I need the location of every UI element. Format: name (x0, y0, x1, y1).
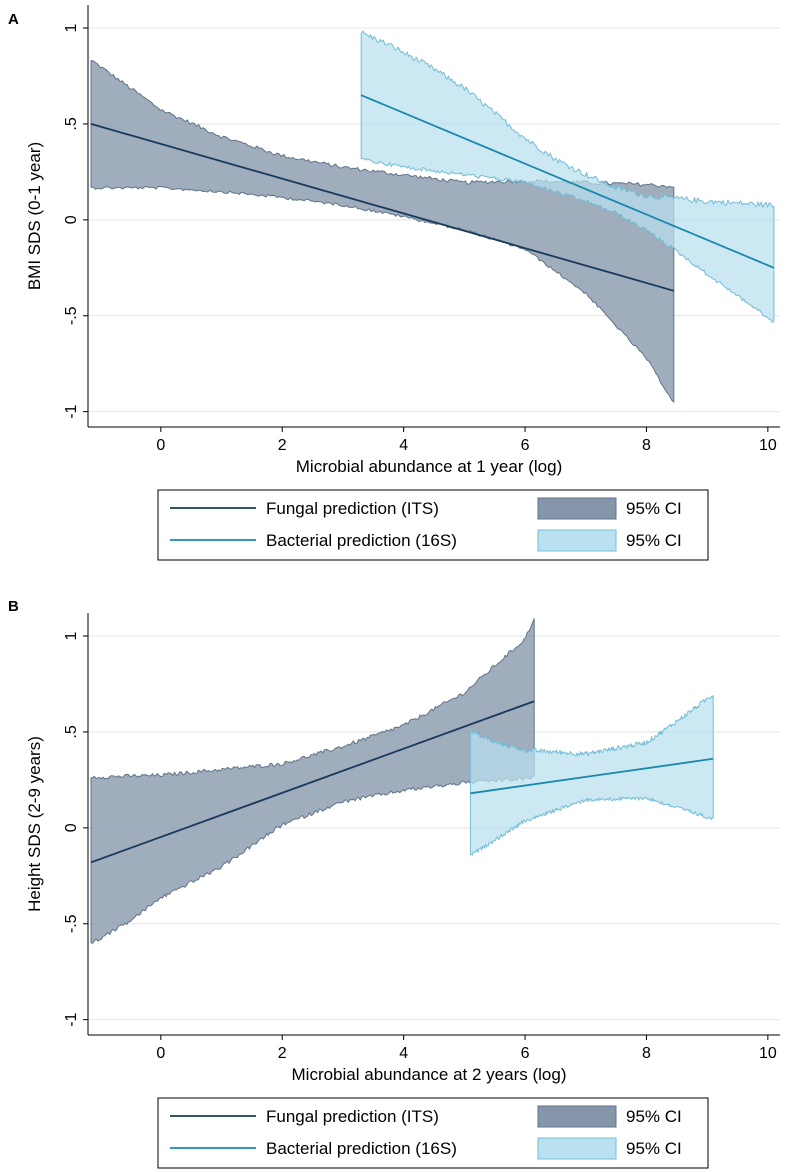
x-tick-label: 10 (759, 1045, 777, 1062)
panel-label: B (8, 598, 19, 615)
y-tick-label: -1 (63, 404, 80, 418)
x-tick-label: 10 (759, 437, 777, 454)
y-tick-label: .5 (63, 725, 80, 738)
y-tick-label: 1 (63, 23, 80, 32)
bacterial-prediction-line (360, 94, 775, 269)
x-axis-label: Microbial abundance at 1 year (log) (296, 457, 562, 476)
y-tick-label: -1 (63, 1012, 80, 1026)
legend-key-bacterial-band (537, 1137, 617, 1160)
legend-key-fungal-band (537, 497, 617, 520)
y-axis-label: BMI SDS (0-1 year) (25, 142, 44, 290)
x-tick-label: 8 (642, 437, 651, 454)
x-tick-label: 6 (521, 437, 530, 454)
legend: Fungal prediction (ITS) 95% CI Bacterial p… (157, 1097, 709, 1169)
panel-label: A (8, 11, 19, 28)
legend-label: 95% CI (626, 1107, 682, 1126)
fungal-prediction-line (90, 700, 535, 864)
legend-key-bacterial-band (537, 529, 617, 552)
legend-label: Bacterial prediction (16S) (266, 531, 457, 550)
y-tick-label: -.5 (63, 306, 80, 325)
x-tick-label: 4 (399, 437, 408, 454)
legend-label: 95% CI (626, 531, 682, 550)
legend: Fungal prediction (ITS) 95% CI Bacterial p… (157, 489, 709, 561)
x-tick-label: 0 (156, 1045, 165, 1062)
x-tick-label: 2 (278, 437, 287, 454)
x-tick-label: 2 (278, 1045, 287, 1062)
bacterial-prediction-line (470, 757, 714, 795)
bacterial-ci-band (360, 30, 775, 323)
y-tick-label: 0 (63, 215, 80, 224)
fungal-ci-band (90, 60, 675, 403)
legend-key-fungal-band (537, 1105, 617, 1128)
x-axis-label: Microbial abundance at 2 years (log) (292, 1065, 567, 1084)
legend-label: Fungal prediction (ITS) (266, 499, 439, 518)
x-tick-label: 0 (156, 437, 165, 454)
y-tick-label: .5 (63, 117, 80, 130)
x-tick-label: 8 (642, 1045, 651, 1062)
y-axis-label: Height SDS (2-9 years) (25, 736, 44, 912)
y-tick-label: -.5 (63, 914, 80, 933)
legend-label: 95% CI (626, 499, 682, 518)
y-tick-label: 1 (63, 631, 80, 640)
legend-label: Bacterial prediction (16S) (266, 1139, 457, 1158)
x-tick-label: 4 (399, 1045, 408, 1062)
x-tick-label: 6 (521, 1045, 530, 1062)
legend-label: Fungal prediction (ITS) (266, 1107, 439, 1126)
fungal-prediction-line (90, 123, 675, 292)
legend-label: 95% CI (626, 1139, 682, 1158)
y-tick-label: 0 (63, 823, 80, 832)
